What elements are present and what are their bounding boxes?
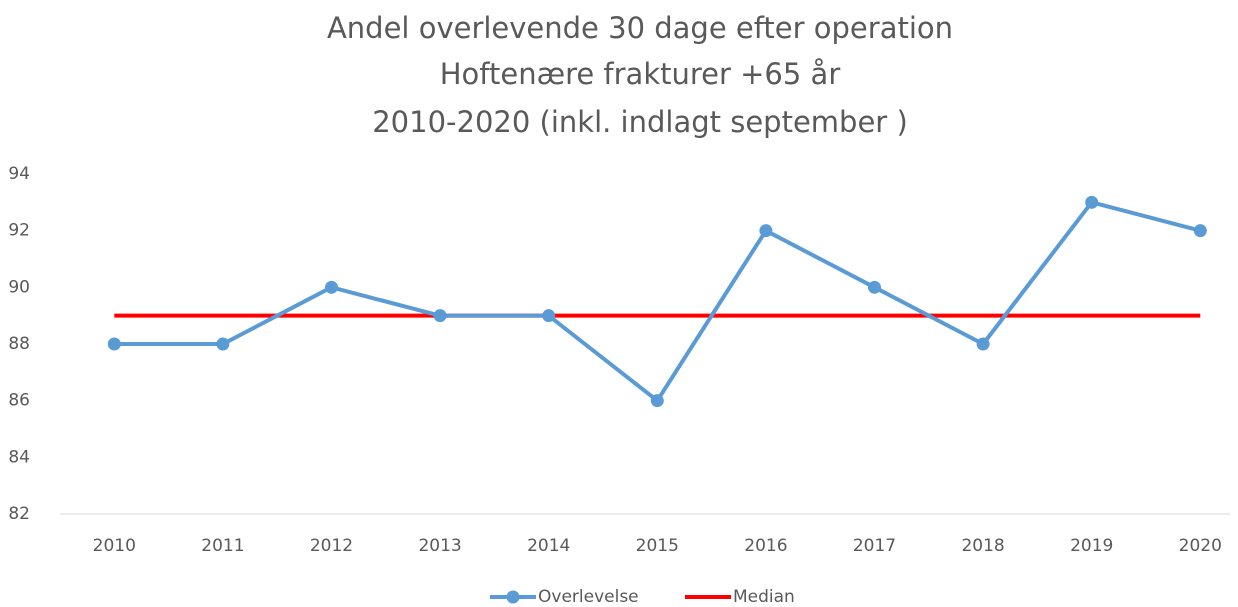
legend-label: Overlevelse — [538, 587, 639, 607]
x-tick-label: 2015 — [636, 536, 679, 556]
point — [976, 337, 990, 351]
point — [868, 280, 881, 294]
x-tick-label: 2016 — [744, 536, 787, 556]
point — [433, 309, 447, 323]
point — [1193, 224, 1207, 238]
point — [542, 309, 556, 323]
point — [107, 337, 121, 351]
y-tick-label: 82 — [8, 504, 30, 524]
y-tick-label: 84 — [8, 447, 30, 467]
y-tick-label: 90 — [8, 277, 30, 297]
x-tick-label: 2012 — [310, 536, 353, 556]
x-tick-label: 2011 — [201, 536, 244, 556]
point — [1085, 195, 1099, 209]
point — [650, 394, 664, 408]
y-tick-label: 88 — [8, 334, 30, 354]
x-tick-label: 2014 — [527, 536, 570, 556]
chart-title: Hoftenære frakturer +65 år — [440, 57, 841, 91]
x-tick-label: 2017 — [853, 536, 896, 556]
y-tick-label: 92 — [8, 221, 30, 241]
y-tick-label: 86 — [8, 391, 30, 411]
legend-marker — [506, 590, 520, 604]
chart-title: Andel overlevende 30 dage efter operatio… — [327, 11, 953, 45]
chart-title: 2010-2020 (inkl. indlagt september ) — [372, 105, 908, 139]
x-tick-label: 2010 — [93, 536, 136, 556]
x-tick-label: 2013 — [418, 536, 461, 556]
x-tick-label: 2020 — [1179, 536, 1222, 556]
x-tick-label: 2019 — [1070, 536, 1113, 556]
point — [759, 224, 773, 238]
series-line — [114, 200, 1201, 403]
point — [216, 337, 230, 351]
legend-label: Median — [733, 587, 795, 607]
y-tick-label: 94 — [8, 164, 30, 184]
point — [325, 280, 338, 294]
x-tick-label: 2018 — [961, 536, 1004, 556]
